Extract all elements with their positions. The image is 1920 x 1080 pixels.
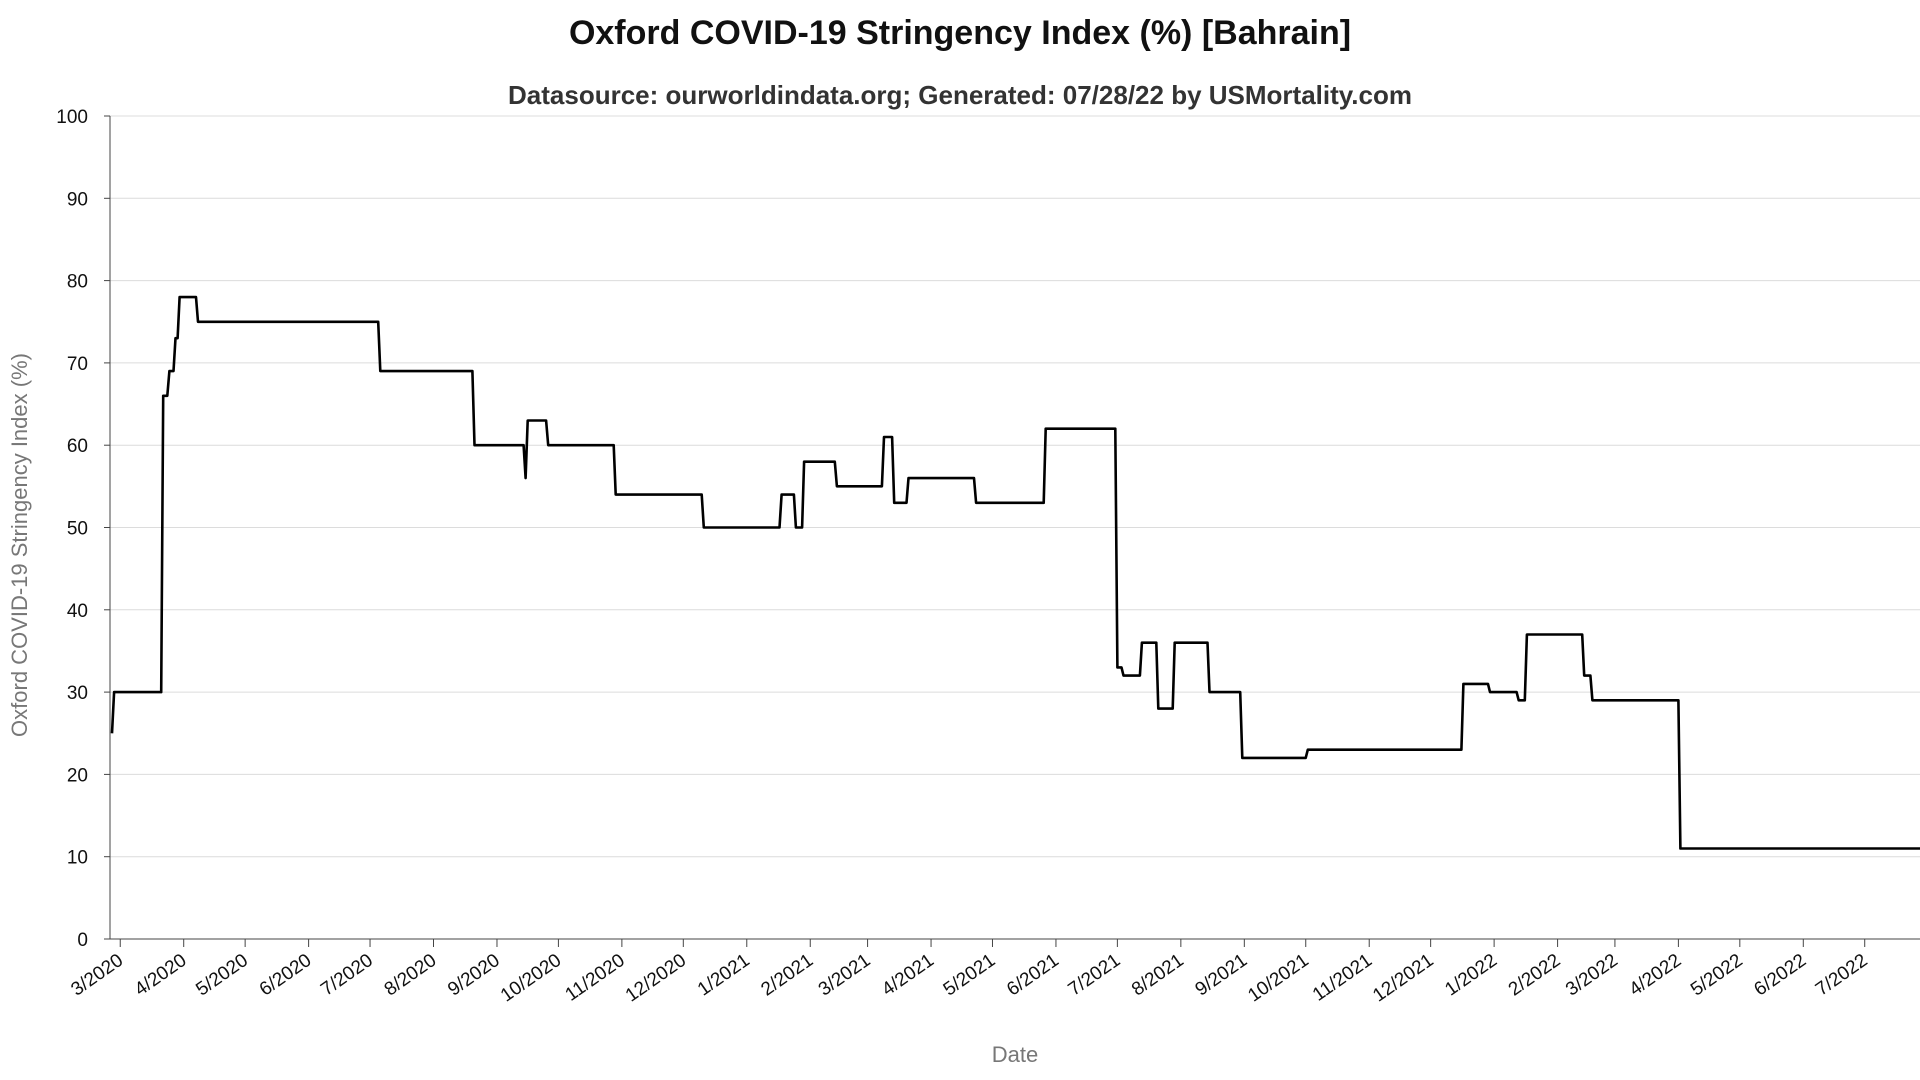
y-tick-label: 70 [67,354,88,375]
x-tick-label: 11/2020 [562,950,629,1006]
x-tick-label: 7/2022 [1812,950,1872,1001]
x-tick-label: 12/2020 [622,950,690,1007]
x-tick-label: 10/2020 [497,950,565,1007]
x-tick-label: 9/2021 [1192,950,1252,1001]
x-tick-label: 3/2021 [815,950,875,1001]
x-tick-label: 8/2021 [1128,950,1188,1001]
chart-subtitle: Datasource: ourworldindata.org; Generate… [508,80,1412,110]
x-tick-label: 7/2020 [317,950,377,1001]
x-tick-label: 10/2021 [1244,950,1312,1007]
x-tick-label: 2/2021 [757,950,817,1001]
x-tick-label: 3/2022 [1562,950,1622,1001]
y-tick-label: 80 [67,272,88,293]
y-tick-label: 90 [67,189,88,210]
x-tick-label: 8/2020 [381,950,441,1001]
x-tick-label: 2/2022 [1505,950,1565,1001]
series-group [110,295,1920,850]
x-tick-label: 1/2022 [1441,950,1501,1001]
y-tick-label: 40 [67,601,88,622]
series-line [110,295,1920,850]
x-tick-label: 4/2021 [878,950,938,1001]
x-tick-label: 12/2021 [1369,950,1437,1007]
x-tick-label: 6/2020 [256,950,316,1001]
x-tick-label: 11/2021 [1309,950,1376,1006]
x-tick-label: 7/2021 [1065,950,1125,1001]
chart-title: Oxford COVID-19 Stringency Index (%) [Ba… [568,14,1352,52]
x-tick-label: 5/2020 [192,950,252,1001]
x-axis-title: Date [992,1042,1038,1067]
x-tick-label: 4/2022 [1626,950,1686,1001]
y-tick-label: 20 [67,765,88,786]
x-tick-label: 9/2020 [444,950,504,1001]
x-tick-label: 5/2021 [940,950,1000,1001]
y-tick-label: 50 [67,519,88,540]
y-tick-label: 10 [67,848,88,869]
x-tick-label: 3/2020 [67,950,127,1001]
axes: 0 10 20 30 40 50 60 70 80 90 100 3/2020 4/2020 5/2020… [56,107,1920,1006]
x-tick-label: 4/2020 [131,950,191,1001]
x-tick-label: 1/2021 [694,950,754,1001]
x-tick-label: 6/2022 [1751,950,1811,1001]
y-tick-label: 0 [77,930,88,951]
x-tick-label: 6/2021 [1003,950,1063,1001]
x-tick-label: 5/2022 [1687,950,1747,1001]
grid [110,115,1920,940]
y-tick-label: 100 [56,107,88,128]
y-axis-title: Oxford COVID-19 Stringency Index (%) [7,353,32,737]
y-tick-label: 60 [67,436,88,457]
y-tick-label: 30 [67,683,88,704]
